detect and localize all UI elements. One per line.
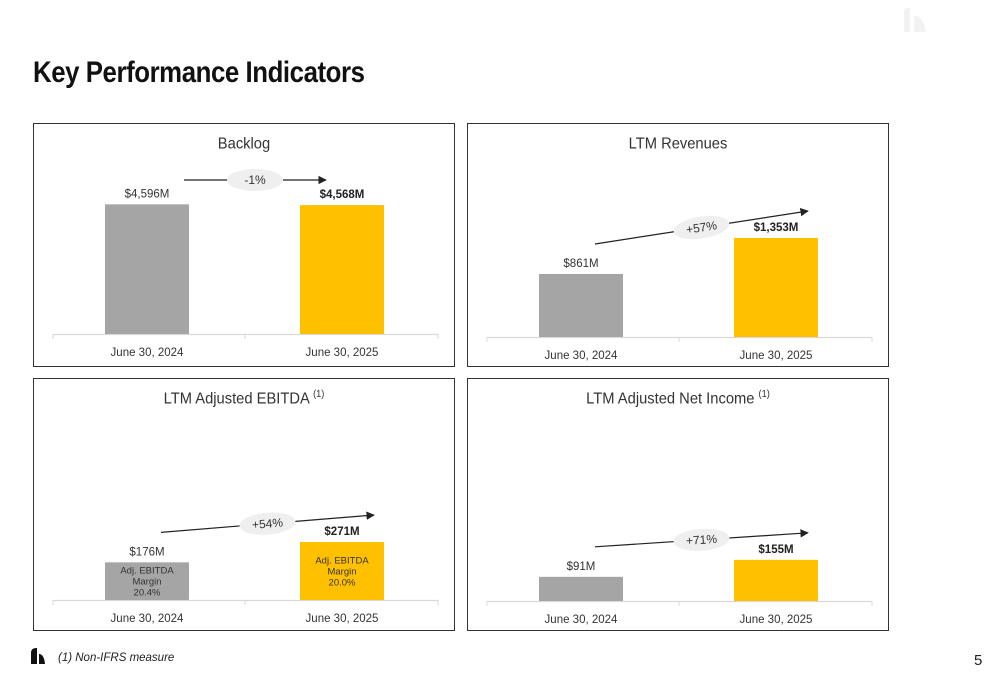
tick-label: June 30, 2025 <box>306 613 379 625</box>
value-label: $1,353M <box>754 222 799 234</box>
margin-label: 20.4% <box>134 588 161 599</box>
value-label: $155M <box>758 544 793 556</box>
change-pill <box>673 528 730 551</box>
page-number: 5 <box>974 652 983 669</box>
chart-title: LTM Adjusted EBITDA (1) <box>163 389 325 408</box>
bar <box>734 559 818 601</box>
change-badge: +71% <box>673 528 730 551</box>
bar <box>105 562 189 600</box>
bar <box>300 542 384 600</box>
chart-title: LTM Adjusted Net Income (1) <box>586 389 770 408</box>
margin-label: 20.0% <box>329 578 356 589</box>
bar <box>539 576 623 601</box>
margin-label: Adj. EBITDA <box>315 556 369 567</box>
ltm-revenues-chart-plot: $861M June 30, 2024 $1,353M June 30, 2025 +5… <box>486 207 873 362</box>
value-label: $176M <box>129 546 164 558</box>
ltm-revenues-chart: LTM Revenues $861M June 30, 2024 $1,353M Ju… <box>467 123 889 367</box>
ltm-adjusted-net-income-chart-plot: $91M June 30, 2024 $155M June 30, 2025 +71% <box>486 528 873 626</box>
chart-title: Backlog <box>217 135 271 153</box>
change-badge: -1% <box>227 169 283 191</box>
change-pill <box>227 169 283 191</box>
change-badge: +54% <box>239 512 296 535</box>
change-label: +54% <box>251 515 283 531</box>
tick-label: June 30, 2024 <box>111 347 185 359</box>
change-label: -1% <box>244 173 266 187</box>
backlog-chart-plot: $4,596M June 30, 2024 $4,568M June 30, 2025… <box>52 169 439 359</box>
bar <box>105 204 189 334</box>
ltm-adjusted-net-income-chart: LTM Adjusted Net Income (1) $91M June 30,… <box>467 378 889 631</box>
watermark-logo-icon <box>896 6 940 41</box>
ltm-adjusted-ebitda-chart: LTM Adjusted EBITDA (1) $176M June 30, 20… <box>33 378 455 631</box>
tick-label: June 30, 2024 <box>111 613 185 625</box>
footnote: (1) Non-IFRS measure <box>58 652 175 664</box>
value-label: $91M <box>567 561 596 573</box>
value-label: $271M <box>324 526 359 538</box>
value-label: $4,596M <box>125 188 170 200</box>
chart-title: LTM Revenues <box>628 135 728 153</box>
change-badge: +57% <box>673 215 730 240</box>
page-title: Key Performance Indicators <box>33 56 365 89</box>
margin-label: Margin <box>132 577 161 588</box>
value-label: $4,568M <box>320 189 365 201</box>
company-logo-icon <box>29 647 47 670</box>
tick-label: June 30, 2024 <box>545 350 619 362</box>
change-pill <box>239 512 296 535</box>
margin-label: Adj. EBITDA <box>120 566 174 577</box>
change-label: +57% <box>685 218 718 237</box>
tick-label: June 30, 2025 <box>740 614 813 626</box>
tick-label: June 30, 2024 <box>545 614 619 626</box>
backlog-chart: Backlog $4,596M June 30, 2024 $4,568M June … <box>33 123 455 367</box>
change-pill <box>673 215 730 240</box>
tick-label: June 30, 2025 <box>306 347 379 359</box>
bar <box>539 273 623 337</box>
change-label: +71% <box>686 532 718 548</box>
margin-label: Margin <box>327 567 356 578</box>
bar <box>734 237 818 337</box>
tick-label: June 30, 2025 <box>740 350 813 362</box>
bar <box>300 205 384 334</box>
value-label: $861M <box>563 258 598 270</box>
